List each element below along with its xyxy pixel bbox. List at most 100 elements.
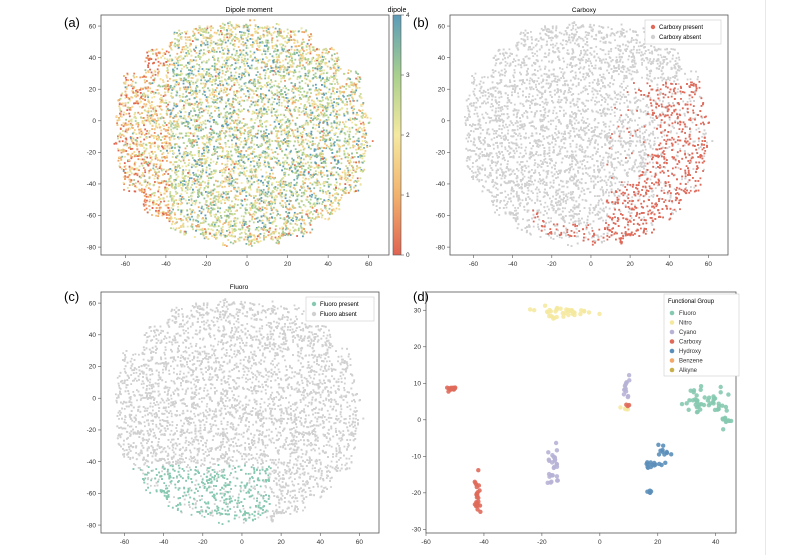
data-point [185, 32, 187, 35]
data-point [188, 171, 191, 174]
data-point [229, 173, 232, 176]
data-point [322, 160, 325, 163]
data-point [201, 68, 204, 70]
data-point [243, 187, 246, 190]
data-point [204, 214, 207, 217]
data-point [278, 137, 280, 139]
data-point [138, 132, 141, 135]
data-point [314, 143, 316, 145]
data-point [264, 132, 267, 134]
data-point [226, 111, 229, 113]
data-point [330, 99, 333, 102]
data-point [251, 44, 254, 46]
data-point [315, 184, 318, 187]
data-point [235, 50, 238, 52]
data-point [274, 225, 277, 227]
data-point [329, 183, 332, 186]
data-point [156, 168, 159, 170]
data-point [122, 169, 125, 171]
data-point [262, 36, 265, 38]
data-point [285, 204, 287, 206]
data-point [245, 143, 247, 146]
data-point [166, 146, 169, 149]
data-point [266, 195, 269, 198]
data-point [249, 203, 251, 206]
data-point [168, 101, 171, 103]
data-point [126, 106, 129, 109]
data-point [276, 214, 278, 217]
data-point [289, 185, 292, 188]
data-point [233, 186, 235, 189]
data-point [186, 186, 189, 189]
data-point [202, 228, 205, 231]
data-point [218, 134, 221, 137]
data-point [216, 195, 219, 198]
data-point [319, 183, 322, 186]
data-point [269, 124, 272, 126]
data-point [287, 73, 290, 76]
data-point [146, 184, 148, 187]
data-point [208, 72, 211, 75]
data-point [260, 112, 263, 115]
data-point [242, 24, 245, 27]
data-point [345, 110, 348, 113]
data-point [319, 119, 322, 121]
data-point [287, 98, 289, 101]
data-point [162, 62, 165, 65]
data-point [303, 31, 305, 34]
data-point [247, 179, 250, 182]
data-point [233, 126, 236, 129]
data-point [225, 117, 228, 120]
data-point [329, 203, 331, 206]
data-point [148, 171, 150, 174]
data-point [156, 177, 159, 179]
data-point [189, 117, 192, 120]
data-point [245, 44, 248, 47]
data-point [281, 93, 284, 95]
data-point [343, 152, 346, 155]
data-point [224, 214, 226, 217]
data-point [154, 58, 157, 61]
data-point [315, 173, 317, 175]
data-point [282, 59, 284, 62]
data-point [151, 48, 154, 51]
data-point [158, 186, 161, 188]
data-point [153, 113, 156, 116]
data-point [323, 84, 326, 86]
data-point [209, 213, 212, 216]
data-point [158, 198, 161, 201]
data-point [227, 216, 230, 219]
data-point [259, 156, 261, 159]
data-point [165, 170, 167, 173]
data-point [143, 194, 146, 197]
data-point [304, 223, 307, 226]
data-point [138, 169, 140, 172]
data-point [234, 39, 236, 42]
data-point [129, 146, 131, 149]
data-point [141, 188, 144, 191]
data-point [207, 138, 210, 141]
data-point [256, 117, 259, 119]
data-point [257, 182, 260, 185]
data-point [167, 103, 169, 106]
data-point [289, 229, 291, 232]
data-point [281, 141, 284, 144]
data-point [161, 99, 164, 101]
data-point [175, 173, 178, 176]
data-point [156, 85, 159, 87]
data-point [185, 52, 188, 54]
data-point [307, 146, 310, 149]
data-point [210, 105, 213, 108]
data-point [319, 100, 321, 102]
data-point [294, 95, 296, 98]
data-point [222, 180, 225, 183]
data-point [145, 147, 148, 150]
data-point [203, 219, 205, 222]
data-point [243, 132, 246, 135]
data-point [310, 117, 313, 119]
x-tick-label: 20 [284, 261, 292, 268]
data-point [212, 201, 214, 204]
data-point [261, 58, 264, 61]
data-point [270, 108, 273, 111]
data-point [248, 65, 251, 68]
